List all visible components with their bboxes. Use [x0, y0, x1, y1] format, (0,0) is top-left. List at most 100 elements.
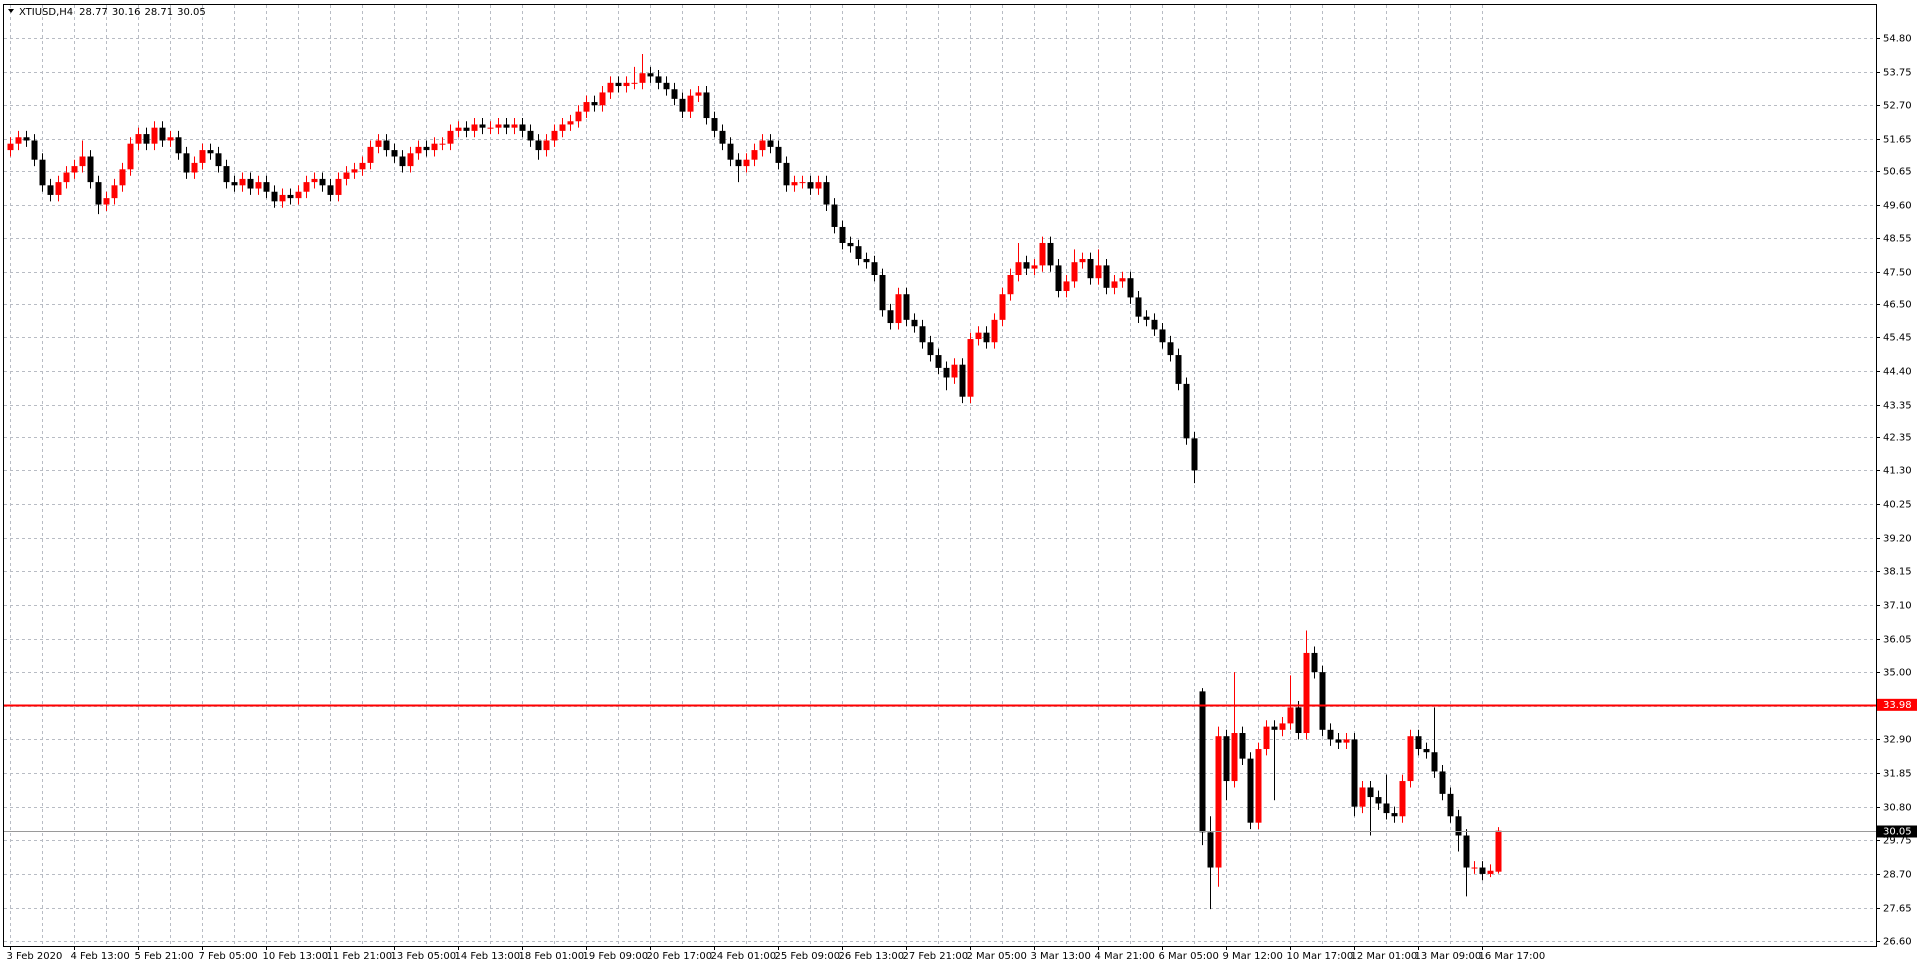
candle-body — [759, 140, 766, 151]
candle-body — [1463, 835, 1470, 868]
candle-body — [383, 140, 390, 151]
candle-body — [751, 150, 758, 160]
candle-body — [1079, 258, 1086, 263]
candle-body — [479, 124, 486, 128]
candle-body — [1239, 733, 1246, 759]
y-tick-label: 36.05 — [1883, 635, 1912, 646]
candle-body — [399, 156, 406, 167]
candle-body — [375, 140, 382, 147]
candle-body — [319, 178, 326, 186]
candle-body — [815, 182, 822, 189]
menu-arrow[interactable] — [8, 9, 14, 13]
y-tick-label: 40.25 — [1883, 500, 1912, 511]
bid-label-bg — [1877, 825, 1917, 838]
x-tick-label: 10 Mar 17:00 — [1287, 951, 1354, 962]
candle-body — [935, 355, 942, 368]
candle-body — [1223, 736, 1230, 782]
candle-body — [1383, 803, 1390, 814]
candle-body — [407, 153, 414, 167]
candle-body — [191, 162, 198, 173]
candle-body — [863, 258, 870, 263]
candle-body — [663, 82, 670, 90]
candle-body — [1335, 739, 1342, 743]
candle-body — [327, 185, 334, 195]
candle-body — [351, 169, 358, 173]
candle-body — [415, 146, 422, 154]
candle-body — [1063, 281, 1070, 292]
chart-header: XTIUSD,H4 28.77 30.16 28.71 30.05 — [19, 7, 206, 18]
candle-body — [1095, 265, 1102, 279]
level-label: 33.98 — [1883, 700, 1912, 711]
y-tick-label: 30.80 — [1883, 803, 1912, 814]
candle-body — [1423, 749, 1430, 753]
candle-body — [599, 92, 606, 106]
x-tick-label: 19 Feb 09:00 — [583, 951, 649, 962]
x-tick-label: 25 Feb 09:00 — [775, 951, 841, 962]
candle-body — [295, 191, 302, 199]
candle-body — [1367, 787, 1374, 798]
y-tick-label: 32.90 — [1883, 735, 1912, 746]
x-tick-label: 14 Feb 13:00 — [455, 951, 521, 962]
candle-body — [7, 143, 14, 151]
candle-body — [359, 162, 366, 170]
x-tick-label: 7 Feb 05:00 — [199, 951, 258, 962]
x-tick-label: 10 Feb 13:00 — [263, 951, 329, 962]
candle-body — [15, 137, 22, 144]
candle-body — [231, 182, 238, 186]
y-tick-label: 53.75 — [1883, 68, 1912, 79]
candle-body — [303, 182, 310, 192]
candle-body — [1279, 723, 1286, 730]
candle-body — [911, 319, 918, 327]
candle-body — [823, 182, 830, 205]
candle-body — [1495, 830, 1502, 872]
y-tick-label: 51.65 — [1883, 135, 1912, 146]
candle-body — [1439, 771, 1446, 794]
candle-body — [975, 332, 982, 340]
candle-body — [127, 143, 134, 170]
candle-body — [255, 182, 262, 189]
candle-body — [463, 127, 470, 131]
candle-body — [1087, 258, 1094, 279]
candle-body — [1127, 278, 1134, 298]
candle-body — [903, 294, 910, 320]
candles — [7, 54, 1502, 910]
candle-body — [1215, 736, 1222, 868]
last-high: 30.16 — [112, 7, 141, 18]
candle-body — [847, 242, 854, 247]
candle-body — [1015, 262, 1022, 276]
y-tick-label: 47.50 — [1883, 268, 1912, 279]
x-tick-label: 26 Feb 13:00 — [839, 951, 905, 962]
candle-body — [495, 124, 502, 128]
candle-body — [519, 124, 526, 131]
candle-body — [791, 182, 798, 186]
candle-body — [447, 130, 454, 144]
last-close: 30.05 — [177, 7, 206, 18]
candle-body — [983, 332, 990, 343]
candle-body — [607, 82, 614, 93]
candle-body — [79, 156, 86, 167]
y-tick-label: 44.40 — [1883, 367, 1912, 378]
candle-body — [111, 185, 118, 199]
grid — [4, 5, 1876, 946]
x-tick-label: 13 Feb 05:00 — [391, 951, 457, 962]
candle-body — [679, 98, 686, 112]
x-tick-label: 3 Mar 13:00 — [1031, 951, 1091, 962]
candle-body — [1471, 867, 1478, 869]
candle-body — [871, 262, 878, 276]
x-tick-label: 16 Mar 17:00 — [1479, 951, 1546, 962]
candle-body — [623, 82, 630, 87]
candle-body — [87, 156, 94, 183]
candle-body — [287, 194, 294, 199]
candle-body — [1247, 758, 1254, 823]
y-tick-label: 54.80 — [1883, 34, 1912, 45]
candle-body — [575, 111, 582, 122]
candle-body — [1319, 672, 1326, 730]
candle-body — [855, 246, 862, 259]
bid-label: 30.05 — [1883, 827, 1912, 838]
candle-body — [1271, 726, 1278, 730]
symbol-title: XTIUSD,H4 — [19, 7, 73, 18]
candle-body — [199, 150, 206, 163]
x-tick-label: 3 Feb 2020 — [7, 951, 63, 962]
